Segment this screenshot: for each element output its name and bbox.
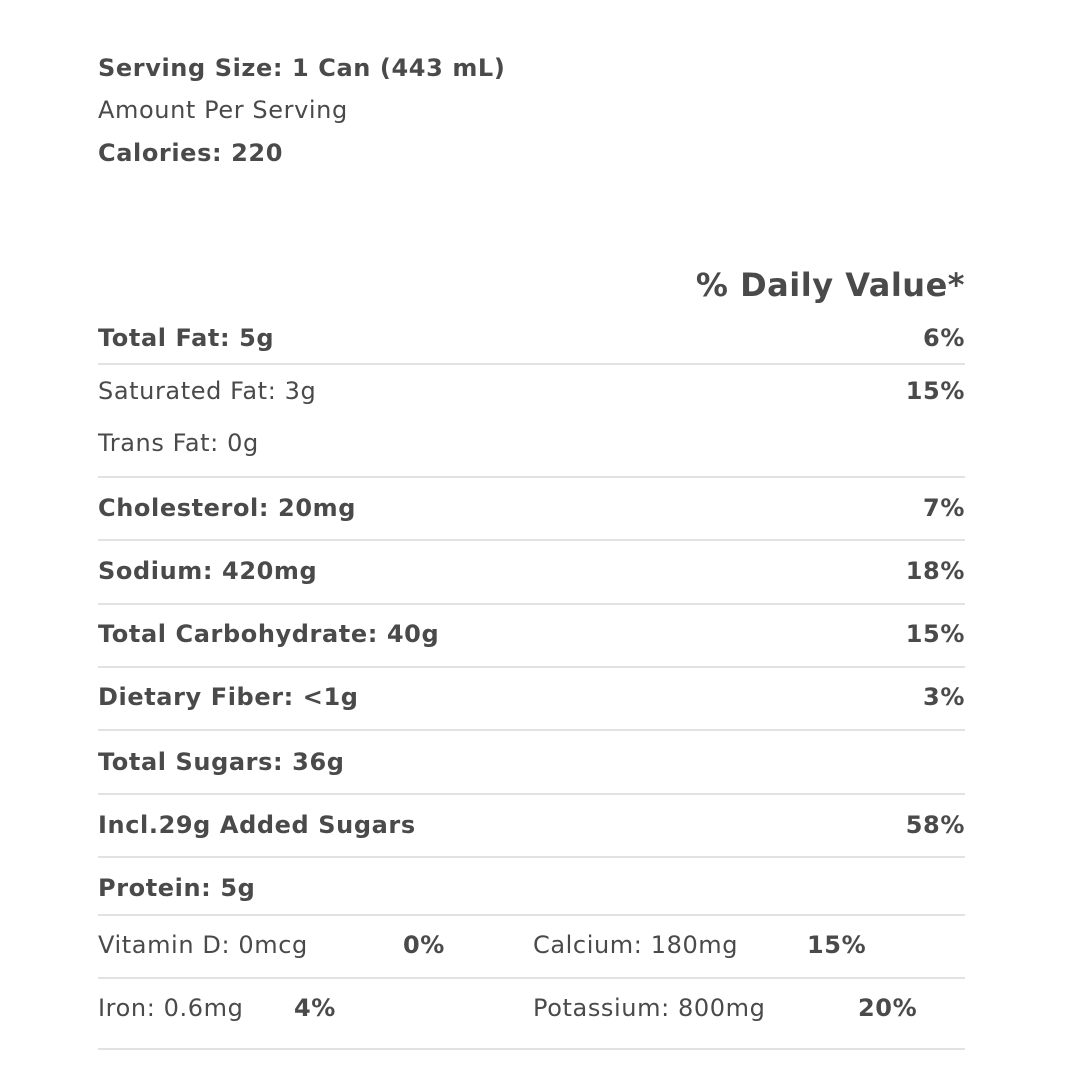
nutrient-row: Total Fat: 5g 6% [98, 321, 965, 355]
nutrient-label: Total Fat: 5g [98, 324, 275, 352]
divider [98, 539, 965, 541]
nutrient-label: Total Sugars: 36g [98, 748, 345, 776]
daily-value-header: % Daily Value* [695, 266, 965, 304]
divider [98, 793, 965, 795]
calcium-label: Calcium: 180mg [533, 931, 739, 959]
nutrient-label: Sodium: 420mg [98, 557, 318, 585]
nutrient-row: Trans Fat: 0g [98, 426, 965, 460]
nutrient-label: Total Carbohydrate: 40g [98, 620, 440, 648]
serving-size: Serving Size: 1 Can (443 mL) [98, 54, 506, 82]
nutrient-label: Cholesterol: 20mg [98, 494, 357, 522]
nutrient-label: Protein: 5g [98, 874, 256, 902]
divider [98, 476, 965, 478]
nutrient-row: Sodium: 420mg 18% [98, 554, 965, 588]
nutrient-row: Total Sugars: 36g [98, 745, 965, 779]
vitamin-d-label: Vitamin D: 0mcg [98, 931, 308, 959]
iron-label: Iron: 0.6mg [98, 994, 244, 1022]
nutrient-label: Saturated Fat: 3g [98, 377, 317, 405]
divider [98, 603, 965, 605]
calories: Calories: 220 [98, 139, 283, 167]
calcium-dv: 15% [807, 931, 867, 959]
micro-row-2: Iron: 0.6mg 4% Potassium: 800mg 20% [98, 991, 965, 1025]
nutrient-row: Incl.29g Added Sugars 58% [98, 808, 965, 842]
nutrient-row: Saturated Fat: 3g 15% [98, 374, 965, 408]
nutrient-dv: 58% [905, 811, 965, 839]
micro-row-1: Vitamin D: 0mcg 0% Calcium: 180mg 15% [98, 928, 965, 962]
nutrient-label: Incl.29g Added Sugars [98, 811, 416, 839]
nutrient-row: Dietary Fiber: <1g 3% [98, 680, 965, 714]
divider [98, 729, 965, 731]
nutrient-dv: 18% [905, 557, 965, 585]
divider [98, 856, 965, 858]
amount-per-serving: Amount Per Serving [98, 96, 348, 124]
nutrient-row: Total Carbohydrate: 40g 15% [98, 617, 965, 651]
nutrient-dv: 15% [905, 377, 965, 405]
nutrient-dv: 3% [923, 683, 965, 711]
divider [98, 363, 965, 365]
vitamin-d-dv: 0% [403, 931, 445, 959]
nutrient-dv: 7% [923, 494, 965, 522]
nutrient-dv: 15% [905, 620, 965, 648]
divider [98, 1048, 965, 1050]
potassium-label: Potassium: 800mg [533, 994, 766, 1022]
potassium-dv: 20% [858, 994, 918, 1022]
divider [98, 666, 965, 668]
divider [98, 914, 965, 916]
divider [98, 977, 965, 979]
nutrient-dv: 6% [923, 324, 965, 352]
nutrient-label: Dietary Fiber: <1g [98, 683, 359, 711]
iron-dv: 4% [294, 994, 336, 1022]
nutrient-label: Trans Fat: 0g [98, 429, 259, 457]
nutrient-row: Cholesterol: 20mg 7% [98, 491, 965, 525]
nutrient-row: Protein: 5g [98, 871, 965, 905]
